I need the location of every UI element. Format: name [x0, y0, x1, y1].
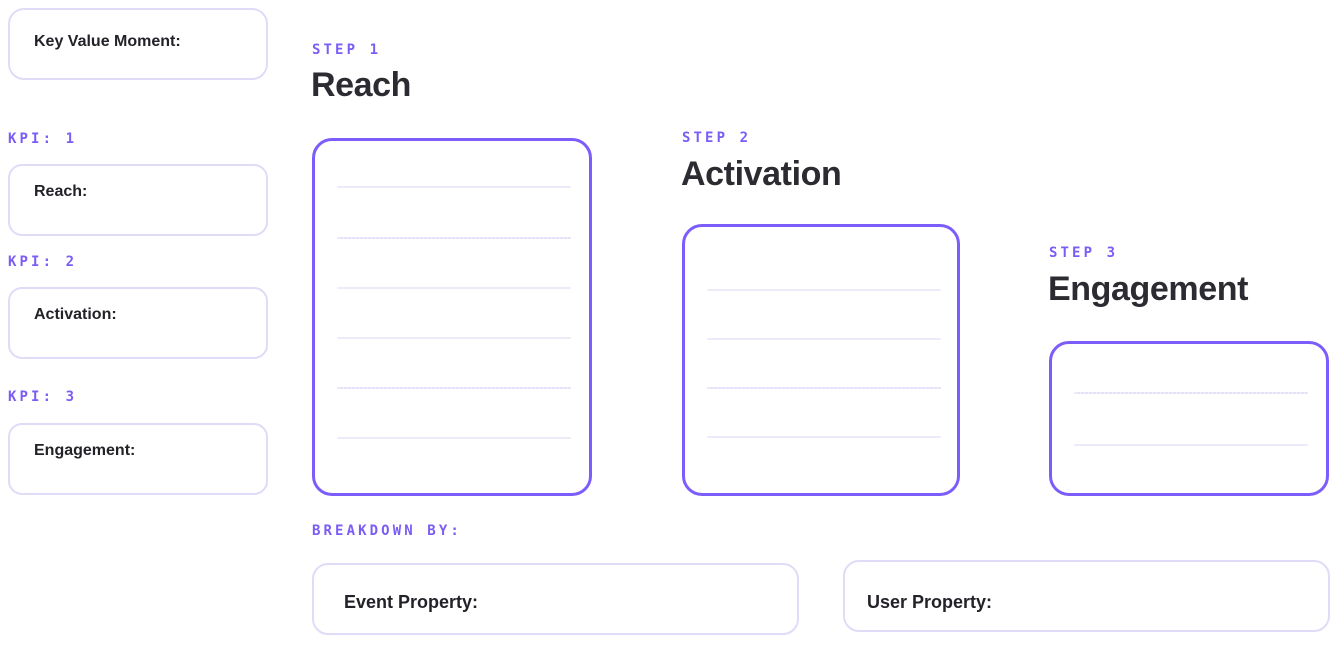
rule-line [337, 437, 571, 439]
rule-line [337, 287, 571, 289]
key-value-moment-card[interactable]: Key Value Moment: [8, 8, 268, 80]
step-3-tag: STEP 3 [1049, 245, 1119, 261]
event-property-label: Event Property: [344, 592, 479, 612]
step-3-title: Engagement [1048, 270, 1249, 308]
kpi-3-tag: KPI: 3 [8, 389, 78, 405]
rule-line [337, 237, 571, 239]
user-property-label: User Property: [867, 592, 993, 612]
kpi-1-tag: KPI: 1 [8, 131, 78, 147]
kpi-card-activation[interactable]: Activation: [8, 287, 268, 359]
breakdown-card-user-property[interactable]: User Property: [843, 560, 1330, 632]
rule-line [337, 387, 571, 389]
step-2-card[interactable] [682, 224, 960, 496]
step-2-tag: STEP 2 [682, 130, 752, 146]
step-1-tag: STEP 1 [312, 42, 382, 58]
kpi-card-engagement[interactable]: Engagement: [8, 423, 268, 495]
rule-line [1074, 444, 1308, 446]
kpi-2-tag: KPI: 2 [8, 254, 78, 270]
step-1-card[interactable] [312, 138, 592, 496]
rule-line [707, 387, 941, 389]
step-2-title: Activation [681, 155, 842, 193]
key-value-moment-label: Key Value Moment: [34, 33, 181, 50]
kpi-3-label: Engagement: [34, 442, 136, 459]
rule-line [337, 186, 571, 188]
step-1-title: Reach [311, 66, 412, 104]
breakdown-card-event-property[interactable]: Event Property: [312, 563, 799, 635]
kpi-card-reach[interactable]: Reach: [8, 164, 268, 236]
kpi-2-label: Activation: [34, 306, 117, 323]
rule-line [707, 289, 941, 291]
rule-line [337, 337, 571, 339]
kpi-1-label: Reach: [34, 183, 88, 200]
step-3-card[interactable] [1049, 341, 1329, 496]
rule-line [707, 338, 941, 340]
rule-line [1074, 392, 1308, 394]
rule-line [707, 436, 941, 438]
breakdown-by-tag: BREAKDOWN BY: [312, 523, 462, 539]
